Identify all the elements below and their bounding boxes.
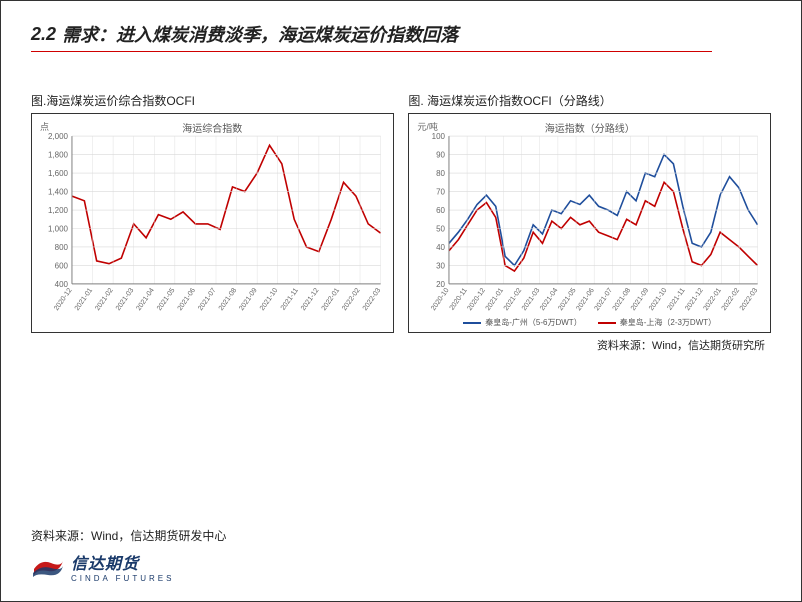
svg-text:2020-10: 2020-10 xyxy=(431,287,452,312)
title-underline xyxy=(31,51,712,52)
source-right: 资料来源：Wind，信达期货研究所 xyxy=(31,337,765,353)
svg-text:30: 30 xyxy=(436,261,445,270)
svg-text:2021-01: 2021-01 xyxy=(485,287,506,312)
svg-text:50: 50 xyxy=(436,224,445,233)
legend-label: 秦皇岛-上海（2-3万DWT） xyxy=(620,317,716,328)
svg-text:2021-04: 2021-04 xyxy=(539,287,560,312)
footer-source: 资料来源：Wind，信达期货研发中心 xyxy=(31,527,226,544)
chart-right-block: 图. 海运煤炭运价指数OCFI（分路线） 元/吨 海运指数（分路线） 20304… xyxy=(408,92,771,333)
svg-text:800: 800 xyxy=(55,243,69,252)
svg-text:2022-01: 2022-01 xyxy=(321,287,342,312)
section-number: 2.2 xyxy=(31,24,56,45)
svg-text:2021-06: 2021-06 xyxy=(576,287,597,312)
logo-cn: 信达期货 xyxy=(71,550,174,574)
svg-text:2021-03: 2021-03 xyxy=(521,287,542,312)
svg-text:1,800: 1,800 xyxy=(48,151,69,160)
charts-row: 图.海运煤炭运价综合指数OCFI 点 海运综合指数 4006008001,000… xyxy=(31,92,771,333)
chart-right-title: 海运指数（分路线） xyxy=(409,120,770,135)
legend-swatch-icon xyxy=(598,322,616,324)
svg-text:2020-12: 2020-12 xyxy=(467,287,488,312)
svg-text:2021-12: 2021-12 xyxy=(685,287,706,312)
footer: 资料来源：Wind，信达期货研发中心 信达期货 CINDA FUTURES xyxy=(31,527,226,583)
section-header: 2.2 需求：进入煤炭消费淡季，海运煤炭运价指数回落 xyxy=(31,21,771,47)
logo: 信达期货 CINDA FUTURES xyxy=(31,550,226,583)
svg-text:2021-01: 2021-01 xyxy=(74,287,95,312)
chart-right-frame: 元/吨 海运指数（分路线） 20304050607080901002020-10… xyxy=(408,113,771,333)
svg-text:1,000: 1,000 xyxy=(48,224,69,233)
legend-swatch-icon xyxy=(463,322,481,324)
svg-text:80: 80 xyxy=(436,169,445,178)
page-frame: 2.2 需求：进入煤炭消费淡季，海运煤炭运价指数回落 图.海运煤炭运价综合指数O… xyxy=(0,0,802,602)
svg-text:2021-07: 2021-07 xyxy=(197,287,218,312)
logo-text: 信达期货 CINDA FUTURES xyxy=(71,550,174,583)
svg-text:2022-01: 2022-01 xyxy=(703,287,724,312)
svg-text:2020-12: 2020-12 xyxy=(53,287,74,312)
section-title: 需求：进入煤炭消费淡季，海运煤炭运价指数回落 xyxy=(62,21,458,47)
svg-text:2021-05: 2021-05 xyxy=(156,287,177,312)
chart-right-plot xyxy=(449,136,758,284)
chart-left-block: 图.海运煤炭运价综合指数OCFI 点 海运综合指数 4006008001,000… xyxy=(31,92,394,333)
svg-text:90: 90 xyxy=(436,151,445,160)
svg-text:2021-09: 2021-09 xyxy=(238,287,259,312)
svg-text:2021-05: 2021-05 xyxy=(558,287,579,312)
svg-text:2021-03: 2021-03 xyxy=(115,287,136,312)
svg-text:2021-06: 2021-06 xyxy=(177,287,198,312)
svg-text:2021-11: 2021-11 xyxy=(280,287,300,312)
svg-text:2021-08: 2021-08 xyxy=(218,287,239,312)
svg-text:60: 60 xyxy=(436,206,445,215)
logo-swirl-icon xyxy=(31,555,65,579)
legend-item: 秦皇岛-上海（2-3万DWT） xyxy=(598,317,716,328)
svg-text:600: 600 xyxy=(55,261,69,270)
chart-right-caption: 图. 海运煤炭运价指数OCFI（分路线） xyxy=(408,92,771,109)
svg-text:2021-04: 2021-04 xyxy=(135,287,156,312)
svg-text:2022-02: 2022-02 xyxy=(721,287,742,312)
svg-text:1,600: 1,600 xyxy=(48,169,69,178)
svg-text:2021-10: 2021-10 xyxy=(648,287,669,312)
svg-text:400: 400 xyxy=(55,280,69,289)
svg-text:2021-02: 2021-02 xyxy=(94,287,115,312)
svg-text:2021-11: 2021-11 xyxy=(667,287,687,312)
svg-text:2021-09: 2021-09 xyxy=(630,287,651,312)
svg-text:2021-08: 2021-08 xyxy=(612,287,633,312)
svg-text:70: 70 xyxy=(436,188,445,197)
legend-label: 秦皇岛-广州（5-6万DWT） xyxy=(485,317,581,328)
svg-text:2021-10: 2021-10 xyxy=(259,287,280,312)
legend-item: 秦皇岛-广州（5-6万DWT） xyxy=(463,317,581,328)
svg-text:2022-02: 2022-02 xyxy=(341,287,362,312)
svg-text:2022-03: 2022-03 xyxy=(362,287,383,312)
svg-text:1,400: 1,400 xyxy=(48,188,69,197)
logo-en: CINDA FUTURES xyxy=(71,574,174,583)
chart-left-plot xyxy=(72,136,381,284)
svg-text:20: 20 xyxy=(436,280,445,289)
svg-text:40: 40 xyxy=(436,243,445,252)
chart-right-legend: 秦皇岛-广州（5-6万DWT） 秦皇岛-上海（2-3万DWT） xyxy=(409,317,770,328)
chart-left-frame: 点 海运综合指数 4006008001,0001,2001,4001,6001,… xyxy=(31,113,394,333)
svg-text:2020-11: 2020-11 xyxy=(449,287,469,312)
svg-text:2021-12: 2021-12 xyxy=(300,287,321,312)
svg-text:2022-03: 2022-03 xyxy=(739,287,760,312)
svg-text:2021-02: 2021-02 xyxy=(503,287,524,312)
chart-left-title: 海运综合指数 xyxy=(32,120,393,135)
svg-text:2021-07: 2021-07 xyxy=(594,287,615,312)
svg-text:1,200: 1,200 xyxy=(48,206,69,215)
chart-left-caption: 图.海运煤炭运价综合指数OCFI xyxy=(31,92,394,109)
